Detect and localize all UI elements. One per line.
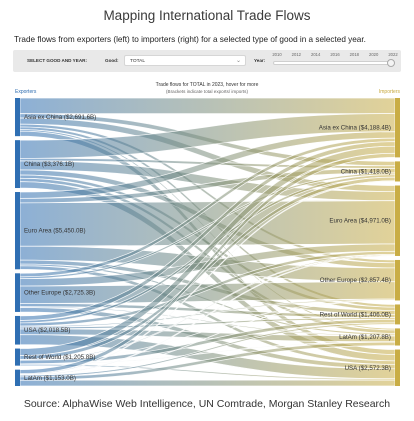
year-tick-label: 2016: [330, 52, 340, 57]
select-good-year-label: SELECT GOOD AND YEAR:: [27, 58, 87, 63]
good-select-value: TOTAL: [130, 58, 146, 64]
exporter-node[interactable]: [15, 273, 20, 312]
year-label: Year:: [254, 58, 266, 63]
year-tick-label: 2022: [388, 52, 398, 57]
exporter-label: LatAm ($1,153.0B): [24, 375, 76, 382]
chevron-down-icon: ⌄: [235, 58, 241, 64]
flow-link[interactable]: [19, 152, 396, 375]
importers-header: Importers: [378, 89, 400, 95]
flow-link[interactable]: [19, 341, 396, 381]
page-subtitle: Trade flows from exporters (left) to imp…: [14, 35, 366, 44]
year-tick-label: 2020: [368, 52, 379, 57]
controls-bar: SELECT GOOD AND YEAR: Good: TOTAL ⌄ Year…: [13, 50, 401, 72]
exporter-node[interactable]: [15, 98, 20, 137]
exporter-node[interactable]: [15, 348, 20, 366]
exporter-node[interactable]: [15, 192, 20, 270]
importer-label: USA ($2,572.3B): [345, 365, 391, 372]
importer-node[interactable]: [395, 349, 400, 386]
good-select[interactable]: TOTAL ⌄: [124, 55, 246, 66]
exporter-node[interactable]: [15, 315, 20, 345]
exporter-label: China ($3,376.1B): [24, 161, 74, 168]
importer-node[interactable]: [395, 161, 400, 182]
importer-label: Other Europe ($2,857.4B): [320, 277, 391, 284]
source-note: Source: AlphaWise Web Intelligence, UN C…: [23, 398, 391, 410]
importer-label: Rest of World ($1,406.0B): [320, 311, 391, 318]
importer-node[interactable]: [395, 98, 400, 158]
year-ticks: 2010 2012 2014 2016 2018 2020 2022: [272, 52, 398, 58]
page-title: Mapping International Trade Flows: [103, 8, 311, 23]
importer-node[interactable]: [395, 304, 400, 325]
year-tick-label: 2018: [349, 52, 359, 57]
exporters-header: Exporters: [15, 89, 37, 95]
importer-label: LatAm ($1,207.8B): [339, 334, 391, 341]
exporter-node[interactable]: [15, 369, 20, 386]
exporter-node[interactable]: [15, 140, 20, 189]
chart-note: (Brackets indicate total exports/ import…: [166, 89, 248, 94]
good-label: Good:: [105, 58, 119, 63]
flow-link[interactable]: [19, 379, 396, 387]
exporter-label: Other Europe ($2,725.3B): [24, 290, 95, 297]
importer-label: China ($1,418.0B): [341, 168, 391, 175]
importer-node[interactable]: [395, 328, 400, 346]
importer-label: Asia ex China ($4,188.4B): [319, 125, 391, 132]
flow-link[interactable]: [19, 97, 396, 114]
chart-title: Trade flows for TOTAL in 2023, hover for…: [155, 82, 259, 88]
exporter-label: Rest of World ($1,205.8B): [24, 354, 95, 361]
year-tick-label: 2010: [272, 52, 282, 57]
year-slider-handle[interactable]: [387, 59, 395, 67]
year-tick-label: 2014: [310, 52, 321, 57]
year-tick-label: 2012: [291, 52, 301, 57]
exporter-label: Euro Area ($5,450.0B): [24, 228, 86, 235]
importer-label: Euro Area ($4,971.0B): [329, 218, 391, 225]
importer-node[interactable]: [395, 185, 400, 256]
exporter-label: USA ($2,018.5B): [24, 327, 70, 334]
importer-node[interactable]: [395, 259, 400, 301]
exporter-label: Asia ex China ($2,691.6B): [24, 114, 96, 121]
